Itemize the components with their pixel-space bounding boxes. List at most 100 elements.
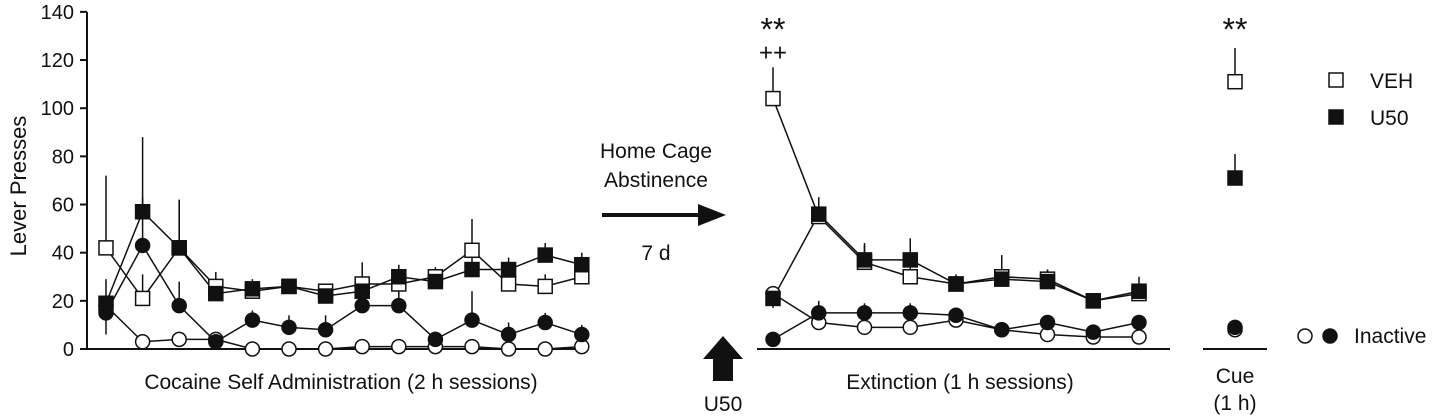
sa-veh-point-1 <box>98 240 114 256</box>
ext-u50-point-5 <box>948 276 964 292</box>
sa-u50-point-10 <box>427 273 444 290</box>
ext-veh-point-4 <box>902 269 918 285</box>
ext-veh-inactive-point-4 <box>902 319 918 336</box>
ext-u50-inactive-point-2 <box>811 305 827 321</box>
sa-u50-inactive-point-12 <box>500 326 517 343</box>
sa-u50-point-9 <box>391 269 407 285</box>
sa-u50-point-14 <box>574 256 590 273</box>
sa-u50-inactive-point-6 <box>281 319 297 336</box>
sa-u50-inactive-point-8 <box>354 297 370 314</box>
ext-u50-inactive-point-3 <box>856 305 873 321</box>
legend: VEH U50 Inactive <box>1297 70 1426 348</box>
sa-u50-point-7 <box>317 288 334 304</box>
cue-panel: ** <box>1203 11 1267 350</box>
legend-u50-marker <box>1328 109 1344 125</box>
ext-u50-inactive-point-5 <box>948 307 964 324</box>
sa-veh-point-2 <box>134 290 151 307</box>
ext-u50-point-2 <box>811 206 827 222</box>
legend-veh-label: VEH <box>1370 70 1413 93</box>
sa-u50-inactive-point-4 <box>208 334 224 350</box>
sa-veh-inactive-point-3 <box>171 331 187 348</box>
sa-veh-point-13 <box>537 278 553 295</box>
sa-u50-inactive-point-14 <box>574 326 590 343</box>
abstinence-label: Abstinence <box>604 169 708 192</box>
sa-veh-inactive-point-6 <box>281 341 297 357</box>
ext-u50-inactive-point-4 <box>902 305 918 321</box>
y-tick-label-140: 140 <box>41 2 74 24</box>
sa-u50-point-4 <box>208 285 224 302</box>
sa-veh-point-12 <box>500 276 517 292</box>
cue-u50-point <box>1227 170 1243 186</box>
sa-u50-point-1 <box>98 295 114 311</box>
ext-veh-line <box>772 98 1140 302</box>
legend-inactive-filled-marker <box>1322 328 1338 344</box>
sa-u50-inactive-point-13 <box>537 314 553 331</box>
y-tick-label-80: 80 <box>52 146 74 168</box>
cue-x-label-line1: Cue <box>1216 365 1255 388</box>
legend-veh-marker <box>1328 72 1344 88</box>
y-tick-label-100: 100 <box>41 98 74 120</box>
cue-annotation-1: ** <box>1223 11 1248 47</box>
y-tick-label-60: 60 <box>52 195 74 217</box>
sa-veh-inactive-point-8 <box>354 338 370 355</box>
self-admin-x-label: Cocaine Self Administration (2 h session… <box>144 371 537 394</box>
ext-veh-point-1 <box>765 90 781 107</box>
self-administration-panel: 0 20 40 60 80 100 120 140 <box>41 2 590 361</box>
ext-u50-point-3 <box>856 252 873 268</box>
sa-veh-inactive-point-9 <box>391 338 407 355</box>
sa-u50-point-11 <box>464 261 480 278</box>
u50-treatment-label: U50 <box>704 393 743 416</box>
extinction-annotation-1: ** <box>761 11 786 47</box>
ext-u50-point-6 <box>994 271 1010 287</box>
ext-u50-inactive-point-9 <box>1131 314 1147 331</box>
ext-u50-point-1 <box>765 290 781 307</box>
sa-u50-point-2 <box>134 203 151 220</box>
home-cage-label: Home Cage <box>600 140 712 163</box>
sa-veh-inactive-point-7 <box>317 341 334 357</box>
sa-veh-inactive-point-11 <box>464 338 480 355</box>
sa-u50-point-5 <box>244 281 261 297</box>
cue-u50-inactive-point <box>1227 319 1243 336</box>
sa-veh-point-11 <box>464 242 480 259</box>
ext-veh-inactive-point-3 <box>856 319 873 336</box>
legend-inactive-open-marker <box>1297 328 1313 344</box>
abstinence-duration: 7 d <box>641 242 670 265</box>
sa-u50-point-13 <box>537 247 553 263</box>
sa-u50-point-8 <box>354 283 370 299</box>
sa-u50-inactive-point-2 <box>134 237 151 254</box>
ext-u50-inactive-point-8 <box>1085 324 1101 340</box>
sa-u50-inactive-point-10 <box>427 331 444 348</box>
y-axis-label: Lever Presses <box>6 116 31 257</box>
ext-u50-point-9 <box>1131 283 1147 299</box>
y-tick-label-20: 20 <box>52 291 74 313</box>
cue-veh-point <box>1227 73 1243 90</box>
y-tick-label-40: 40 <box>52 243 74 265</box>
sa-u50-point-3 <box>171 240 187 256</box>
sa-veh-inactive-point-5 <box>244 341 261 357</box>
ext-veh-inactive-point-9 <box>1131 329 1147 345</box>
ext-u50-inactive-point-6 <box>994 321 1010 338</box>
ext-u50-inactive-point-1 <box>765 331 781 348</box>
sa-u50-inactive-point-7 <box>317 321 334 338</box>
sa-veh-inactive-point-2 <box>134 334 151 350</box>
y-tick-label-120: 120 <box>41 50 74 72</box>
ext-u50-point-7 <box>1039 273 1056 290</box>
sa-u50-point-6 <box>281 278 297 295</box>
extinction-annotation-2: ++ <box>759 39 787 66</box>
sa-u50-inactive-point-9 <box>391 297 407 314</box>
y-tick-label-0: 0 <box>63 339 74 361</box>
cue-x-label-line2: (1 h) <box>1213 392 1256 415</box>
ext-u50-point-4 <box>902 252 918 268</box>
u50-treatment-arrow <box>703 336 743 381</box>
ext-u50-point-8 <box>1085 293 1101 309</box>
sa-u50-inactive-point-5 <box>244 312 261 328</box>
sa-u50-inactive-point-3 <box>171 297 187 314</box>
legend-u50-label: U50 <box>1370 107 1409 130</box>
extinction-panel: **++ <box>757 11 1170 350</box>
sa-veh-inactive-point-12 <box>500 341 517 357</box>
sa-u50-inactive-point-11 <box>464 312 480 328</box>
legend-inactive-label: Inactive <box>1354 325 1426 348</box>
ext-u50-inactive-point-7 <box>1039 314 1056 331</box>
sa-veh-inactive-point-13 <box>537 341 553 357</box>
